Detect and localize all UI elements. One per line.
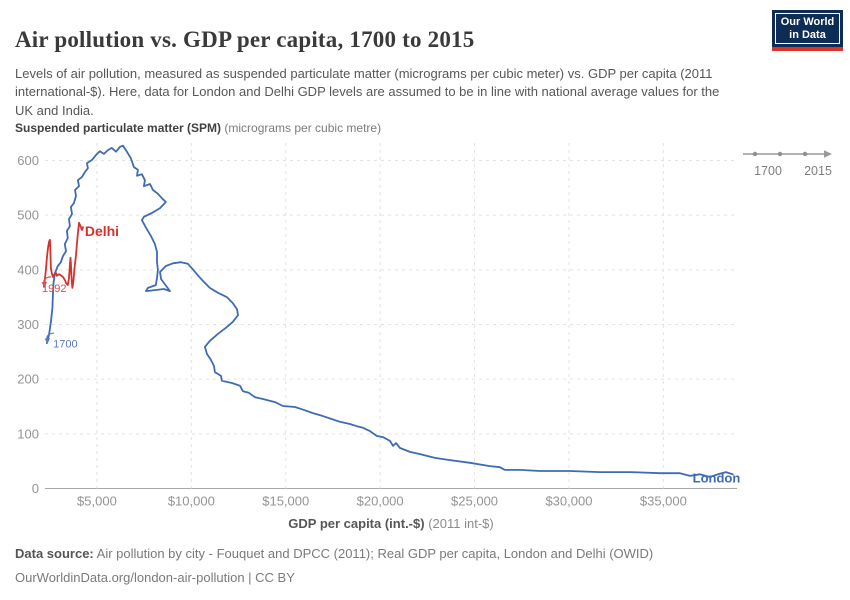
x-axis-title: GDP per capita (int.-$) (2011 int-$) (45, 516, 737, 531)
data-source-label: Data source: (15, 546, 94, 561)
owid-logo[interactable]: Our World in Data (772, 10, 843, 51)
chart-canvas: 0 100 200 300 400 500 600 $5,000 $10,000 $15,000 $… (17, 143, 741, 509)
timeline-dot-end[interactable] (802, 151, 808, 157)
london-series-label: London (693, 470, 741, 485)
london-start-arrowhead-icon (44, 338, 51, 344)
y-tick-label: 300 (17, 317, 39, 332)
timeline-start-year: 1700 (754, 164, 782, 178)
x-tick-label: $20,000 (357, 494, 404, 509)
y-tick-label: 200 (17, 372, 39, 387)
x-tick-label: $35,000 (640, 494, 687, 509)
x-tick-label: $30,000 (545, 494, 592, 509)
delhi-start-year-label: 1992 (42, 283, 66, 295)
london-start-year-label: 1700 (53, 338, 77, 350)
data-source-line: Data source: Air pollution by city - Fou… (15, 546, 653, 563)
x-axis-title-unit: (2011 int-$) (424, 516, 494, 531)
y-axis-title-unit: (micrograms per cubic metre) (221, 121, 382, 135)
delhi-line[interactable] (43, 221, 84, 289)
x-tick-label: $15,000 (262, 494, 309, 509)
london-line[interactable] (46, 144, 734, 478)
chart-subtitle: Levels of air pollution, measured as sus… (15, 66, 720, 118)
timeline-end-year: 2015 (804, 164, 832, 178)
y-tick-label: 0 (32, 481, 39, 496)
data-source-text: Air pollution by city - Fouquet and DPCC… (93, 546, 654, 561)
y-tick-label: 100 (17, 426, 39, 441)
x-tick-label: $5,000 (77, 494, 117, 509)
x-tick-label: $10,000 (168, 494, 215, 509)
x-axis-title-bold: GDP per capita (int.-$) (288, 516, 425, 531)
y-axis-title: Suspended particulate matter (SPM) (micr… (15, 121, 381, 135)
y-tick-label: 600 (17, 153, 39, 168)
timeline-play-arrow-icon[interactable] (824, 150, 832, 158)
owid-logo-text: Our World in Data (775, 13, 840, 44)
y-axis-title-bold: Suspended particulate matter (SPM) (15, 121, 222, 135)
delhi-start-arrowhead-icon (41, 281, 48, 288)
footer-url-line[interactable]: OurWorldinData.org/london-air-pollution … (15, 570, 295, 585)
timeline-dot-mid[interactable] (777, 151, 783, 157)
y-tick-label: 400 (17, 262, 39, 277)
timeline-scrubber[interactable]: 1700 2015 (735, 142, 845, 182)
delhi-series-label: Delhi (85, 223, 119, 239)
timeline-dot-start[interactable] (752, 151, 758, 157)
page-title: Air pollution vs. GDP per capita, 1700 t… (15, 27, 475, 53)
y-tick-label: 500 (17, 208, 39, 223)
x-tick-label: $25,000 (451, 494, 498, 509)
